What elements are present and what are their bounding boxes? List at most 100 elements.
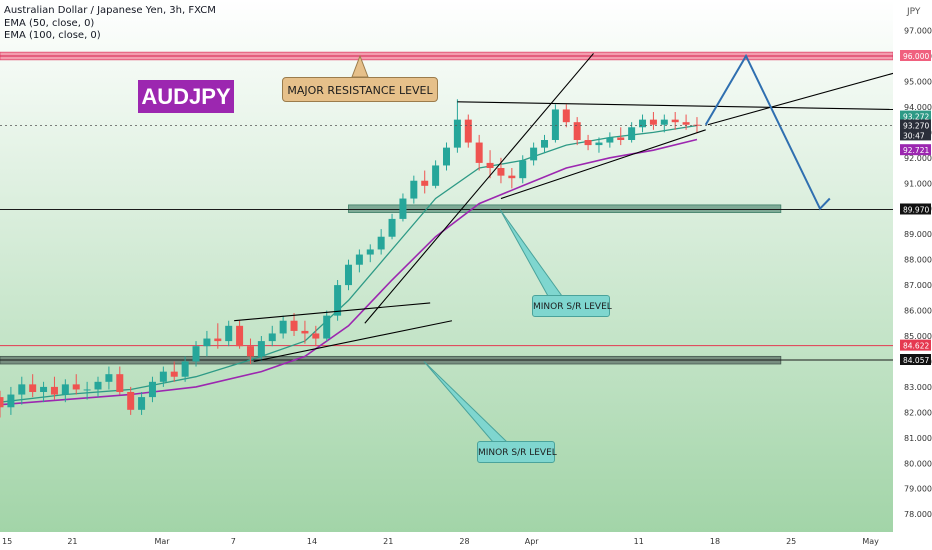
symbol-title[interactable]: Australian Dollar / Japanese Yen, 3h, FX… [4, 5, 216, 16]
price-tick-label: 94.000 [904, 103, 932, 112]
steep-trendline [364, 53, 594, 324]
candle-body [639, 119, 647, 128]
candle-body [279, 320, 287, 334]
candle-63 [682, 114, 690, 130]
ema100-legend[interactable]: EMA (100, close, 0) [4, 30, 101, 41]
candle-60 [649, 112, 657, 130]
minor-sr-lower-label: MINOR S/R LEVEL [477, 441, 557, 463]
candle-45 [486, 150, 494, 179]
candle-body [399, 198, 407, 219]
candle-body [7, 394, 15, 408]
price-tick-label: 87.000 [904, 281, 932, 290]
candle-13 [138, 392, 146, 415]
audjpy-label: AUDJPY [138, 80, 234, 113]
candle-body [344, 264, 352, 286]
currency-label: JPY [907, 7, 921, 17]
resistance-label-text: 96.000 [903, 52, 929, 61]
candle-5 [50, 376, 58, 400]
candle-body [18, 384, 26, 395]
ema100-value-price-label: 92.721 [900, 144, 931, 156]
candle-body [246, 346, 254, 357]
candle-body [660, 119, 668, 125]
candle-body [530, 147, 538, 161]
price-tick-label: 88.000 [904, 256, 932, 265]
price-tick-label: 95.000 [904, 77, 932, 86]
time-tick-label: 11 [634, 537, 644, 546]
candle-body [214, 338, 222, 342]
candle-55 [595, 137, 603, 153]
wedge-bottom [253, 320, 453, 362]
candle-body [671, 119, 679, 123]
minor-sr-upper-zone [348, 204, 782, 213]
time-tick-label: May [862, 537, 879, 546]
candle-body [29, 384, 37, 392]
rising-channel-top [707, 70, 901, 126]
candle-body [486, 162, 494, 168]
candle-47 [508, 168, 516, 189]
last-price-label-bg [900, 119, 931, 131]
resistance-label-bg [900, 50, 931, 61]
ema50-legend[interactable]: EMA (50, close, 0) [4, 18, 95, 29]
candle-6 [61, 379, 69, 403]
candle-body [83, 389, 91, 391]
candle-body [541, 140, 549, 148]
price-tick-label: 92.000 [904, 154, 932, 163]
projection-path [704, 53, 831, 211]
candle-body [508, 175, 516, 179]
candle-50 [541, 134, 549, 153]
price-tick-label: 97.000 [904, 27, 932, 36]
candle-body [40, 386, 48, 392]
candle-body [72, 384, 80, 390]
support-upper-label-text: 89.970 [903, 205, 929, 214]
candle-62 [671, 112, 679, 130]
candle-body [410, 180, 418, 199]
candle-body [366, 249, 374, 255]
price-axis[interactable] [893, 0, 932, 532]
candle-34 [366, 244, 374, 263]
candle-56 [606, 132, 614, 148]
support-lower-label-text: 84.057 [903, 356, 929, 365]
candle-16 [170, 361, 178, 382]
candle-38 [410, 175, 418, 204]
ema100-value-label-text: 92.721 [903, 146, 929, 155]
candle-30 [323, 310, 331, 342]
support-mid-label-bg [900, 339, 931, 351]
candle-24 [257, 336, 265, 362]
candle-19 [203, 330, 211, 357]
candle-body [61, 384, 69, 395]
candle-48 [519, 155, 527, 184]
trendlines-layer [234, 53, 901, 362]
price-tick-label: 79.000 [904, 485, 932, 494]
candle-body [138, 397, 146, 410]
time-axis[interactable] [0, 532, 932, 550]
candle-body [388, 218, 396, 237]
support-upper-price-label: 89.970 [900, 203, 931, 215]
candle-body [475, 142, 483, 163]
minor-sr-upper-label: MINOR S/R LEVEL [532, 295, 612, 317]
candle-52 [562, 104, 570, 128]
candle-3 [29, 374, 37, 398]
time-axis-ticks: 15 21 Mar 7 14 21 28 Apr 11 18 25 May [2, 537, 879, 546]
candle-body [519, 160, 527, 179]
candle-body [290, 320, 298, 331]
candle-35 [377, 229, 385, 255]
candle-4 [40, 381, 48, 403]
support-upper-label-bg [900, 203, 931, 215]
candle-15 [159, 366, 167, 387]
candle-body [0, 397, 4, 408]
candle-body [50, 386, 58, 395]
candle-body [497, 168, 505, 176]
candle-36 [388, 213, 396, 240]
candle-body [334, 285, 342, 316]
candle-body [464, 119, 472, 143]
candle-32 [344, 259, 352, 291]
countdown-label-bg [900, 129, 931, 141]
candle-57 [617, 127, 625, 146]
candle-body [148, 381, 156, 398]
candle-1 [7, 386, 15, 415]
support-lower-label-bg [900, 354, 931, 366]
candle-body [116, 374, 124, 392]
candle-body [551, 109, 559, 140]
triangle-top [457, 101, 894, 111]
